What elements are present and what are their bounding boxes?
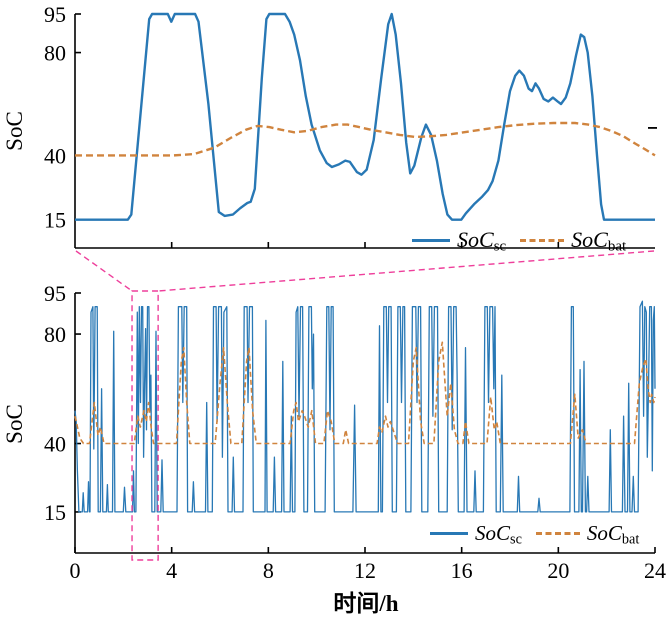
top-chart-y-axis-title: SoC bbox=[2, 111, 27, 151]
x-axis-title: 时间/h bbox=[333, 591, 398, 616]
zoom-region-box bbox=[131, 290, 159, 561]
legend-dash-sample-bat bbox=[535, 532, 580, 535]
legend-line-sample-sc bbox=[412, 238, 450, 242]
bottom-chart: 95 80 40 15 0 4 8 12 16 20 24 bbox=[44, 281, 666, 583]
series-line-SoC_bat bbox=[74, 341, 656, 445]
series-line-SoC_bat bbox=[75, 121, 656, 157]
y-tick-label: 15 bbox=[44, 208, 66, 233]
series-line-SoC_sc bbox=[75, 12, 655, 221]
y-tick-label: 80 bbox=[44, 41, 66, 66]
legend-label-soc-sc: SoCsc bbox=[475, 521, 522, 548]
bottom-chart-y-axis-title: SoC bbox=[2, 404, 27, 444]
y-tick-label: 15 bbox=[44, 500, 66, 525]
x-tick-label: 20 bbox=[547, 558, 569, 583]
x-tick-label: 24 bbox=[644, 558, 666, 583]
zoom-connector-left bbox=[75, 250, 133, 292]
top-chart-legend: SoCsc SoCbat bbox=[412, 227, 627, 255]
y-tick-label: 80 bbox=[44, 322, 66, 347]
x-tick-label: 16 bbox=[451, 558, 473, 583]
x-tick-label: 8 bbox=[263, 558, 274, 583]
y-tick-label: 40 bbox=[44, 143, 66, 168]
bottom-chart-legend: SoCsc SoCbat bbox=[430, 521, 640, 548]
y-tick-label: 95 bbox=[44, 2, 66, 27]
y-tick-label: 40 bbox=[44, 432, 66, 457]
legend-label-soc-bat: SoCbat bbox=[586, 521, 640, 548]
x-tick-label: 12 bbox=[354, 558, 376, 583]
zoom-connector-right bbox=[158, 250, 655, 292]
x-tick-label: 0 bbox=[70, 558, 81, 583]
legend-dash-sample-bat bbox=[520, 238, 565, 242]
top-chart: 95 80 40 15 bbox=[44, 2, 657, 249]
y-tick-label: 95 bbox=[44, 281, 66, 306]
legend-line-sample-sc bbox=[430, 532, 468, 535]
legend-label-soc-sc: SoCsc bbox=[457, 227, 507, 255]
legend-label-soc-bat: SoCbat bbox=[571, 227, 627, 255]
zoom-annotation-layer bbox=[75, 250, 655, 561]
x-tick-label: 4 bbox=[166, 558, 177, 583]
series-line-SoC_sc bbox=[74, 300, 656, 513]
